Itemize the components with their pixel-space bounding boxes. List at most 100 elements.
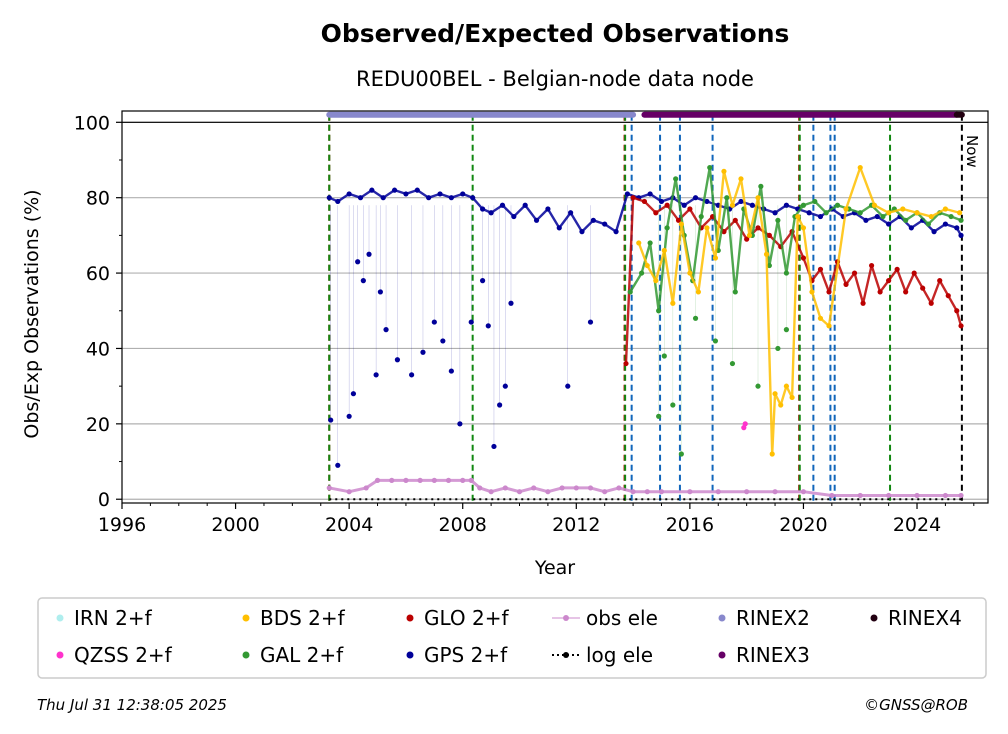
data-point (900, 206, 906, 212)
data-point (366, 251, 372, 257)
data-point (499, 202, 506, 208)
series-line (328, 478, 962, 497)
data-point (516, 489, 523, 495)
data-point (738, 198, 744, 205)
data-point (954, 308, 960, 314)
data-point (355, 259, 361, 265)
legend-marker (718, 614, 726, 622)
data-point (769, 451, 775, 457)
legend-marker (242, 651, 250, 659)
data-point (627, 289, 633, 295)
data-point (715, 489, 721, 495)
data-point (687, 489, 693, 495)
data-point (945, 293, 951, 299)
data-point (942, 492, 949, 499)
legend-item-rinex4: RINEX4 (870, 606, 962, 630)
data-point (587, 485, 594, 491)
data-point (772, 210, 778, 216)
data-point (928, 213, 934, 220)
data-point (789, 394, 795, 401)
x-tick-label-2016: 2016 (666, 514, 714, 536)
data-point (508, 300, 514, 306)
data-point (749, 202, 755, 208)
data-point (712, 338, 719, 344)
data-point (783, 327, 790, 333)
data-point (363, 485, 369, 491)
data-point (695, 289, 701, 295)
legend-label: IRN 2+f (74, 606, 153, 630)
series-gal-2-f (627, 164, 964, 314)
data-point (488, 489, 494, 495)
data-point (857, 492, 863, 499)
x-tick-label-1996: 1996 (98, 514, 146, 536)
data-point (817, 315, 824, 321)
legend-label: GAL 2+f (260, 643, 344, 667)
data-point (470, 195, 476, 201)
data-point (623, 360, 629, 367)
data-point (409, 372, 415, 378)
data-point (744, 489, 750, 495)
data-point (958, 232, 964, 238)
data-point (639, 270, 645, 276)
data-point (851, 270, 858, 276)
x-tick-label-2000: 2000 (211, 514, 259, 536)
data-point (545, 489, 551, 495)
data-point (763, 251, 770, 257)
data-point (373, 372, 379, 378)
legend-marker (406, 614, 414, 622)
data-point (431, 477, 437, 483)
data-point (914, 210, 920, 216)
data-point (744, 236, 750, 242)
data-point (565, 383, 571, 389)
data-point (559, 485, 565, 491)
data-point (479, 278, 486, 284)
x-tick-label-2024: 2024 (893, 514, 941, 536)
legend-marker (56, 651, 64, 659)
data-point (653, 210, 659, 216)
data-point (860, 300, 866, 306)
legend-marker (718, 651, 726, 659)
data-point (772, 489, 778, 495)
data-point (692, 315, 699, 321)
legend-item-rinex3: RINEX3 (718, 643, 810, 667)
data-point (479, 206, 486, 212)
data-point (908, 225, 914, 231)
y-tick-label-20: 20 (86, 414, 110, 436)
data-point (795, 213, 801, 220)
data-point (630, 195, 636, 201)
data-series (326, 164, 964, 501)
y-tick-label-40: 40 (86, 338, 110, 360)
y-tick-label-60: 60 (86, 263, 110, 285)
series-glo-2-f (623, 195, 964, 367)
data-point (426, 195, 432, 201)
data-point (809, 289, 815, 295)
data-point (758, 183, 764, 189)
data-point (485, 323, 491, 329)
data-point (417, 477, 423, 483)
data-point (942, 221, 949, 227)
data-point (800, 489, 807, 495)
legend-box (37, 597, 987, 679)
data-point (403, 477, 409, 483)
legend-label: BDS 2+f (260, 606, 346, 630)
data-point (573, 485, 579, 491)
data-point (477, 485, 483, 491)
data-point (522, 202, 528, 208)
data-point (457, 421, 463, 427)
data-point (724, 195, 730, 201)
data-point (531, 485, 537, 491)
y-tick-label-0: 0 (98, 489, 110, 511)
legend-label: RINEX4 (888, 606, 962, 630)
data-point (829, 492, 835, 499)
data-point (664, 225, 670, 231)
data-point (925, 221, 931, 227)
data-point (545, 206, 551, 212)
data-point (445, 477, 452, 483)
data-point (775, 345, 781, 352)
legend-marker (406, 651, 414, 659)
data-point (647, 240, 653, 246)
data-point (664, 202, 670, 208)
data-point (954, 225, 960, 231)
data-point (602, 489, 608, 495)
